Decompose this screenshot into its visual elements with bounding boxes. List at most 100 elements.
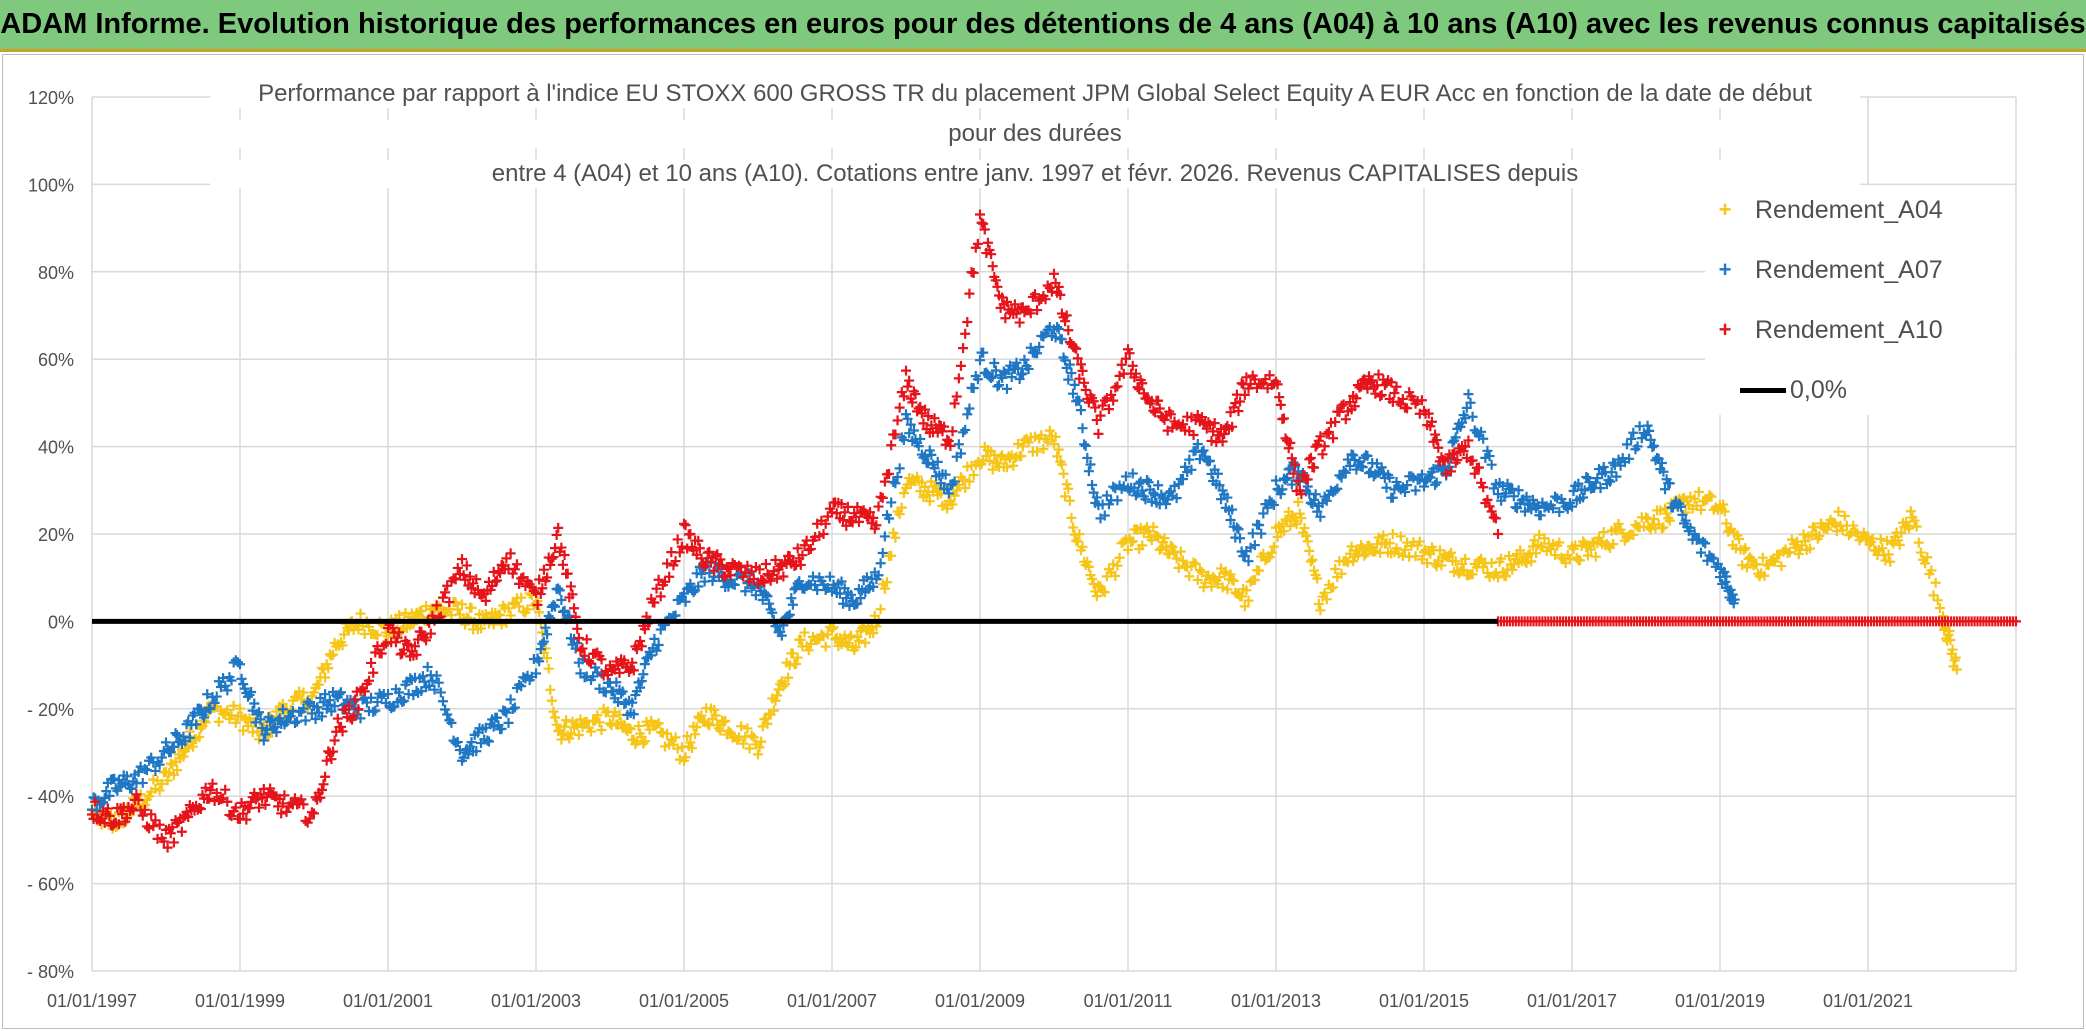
point-rendement-a07 [316,711,327,722]
point-rendement-a10 [890,429,901,440]
point-rendement-a07 [1712,558,1723,569]
point-rendement-a07 [1282,472,1293,483]
point-rendement-a10 [366,657,377,668]
point-rendement-a07 [195,704,206,715]
point-rendement-a10 [458,570,469,581]
point-rendement-a07 [531,668,541,679]
point-rendement-a07 [680,596,691,607]
point-rendement-a10 [471,574,482,585]
point-rendement-a10 [1060,316,1071,327]
point-rendement-a07 [258,735,269,746]
point-rendement-a07 [184,732,195,743]
point-rendement-a04 [639,736,650,747]
point-rendement-a04 [1922,552,1933,563]
point-rendement-a10 [1108,395,1119,406]
point-rendement-a10 [1290,459,1301,470]
point-rendement-a07 [1235,533,1246,544]
point-rendement-a07 [1204,455,1215,466]
point-rendement-a04 [1171,553,1182,564]
point-rendement-a10 [680,520,691,531]
point-rendement-a04 [1151,530,1162,541]
point-rendement-a07 [1425,472,1436,483]
point-rendement-a07 [915,433,926,444]
point-rendement-a10 [682,543,693,554]
point-rendement-a04 [1088,578,1099,589]
point-rendement-a07 [1719,566,1730,577]
point-rendement-a07 [786,593,797,604]
x-tick-label: 01/01/2003 [491,991,581,1011]
point-rendement-a10 [1317,449,1328,460]
point-rendement-a07 [1052,322,1063,333]
point-rendement-a07 [368,706,379,717]
point-rendement-a10 [254,802,265,813]
point-rendement-a10 [205,785,216,796]
point-rendement-a07 [572,638,583,649]
point-rendement-a10 [958,343,969,354]
point-rendement-a07 [1053,324,1064,335]
point-rendement-a04 [1017,441,1028,452]
point-rendement-a07 [442,709,453,720]
point-rendement-a04 [1706,491,1717,502]
point-rendement-a07 [994,380,1005,391]
point-rendement-a04 [1721,518,1732,529]
point-rendement-a04 [395,626,406,637]
point-rendement-a04 [1309,565,1320,576]
point-rendement-a10 [1302,474,1313,485]
point-rendement-a04 [1550,550,1561,561]
point-rendement-a10 [1217,436,1228,447]
point-rendement-a04 [1064,495,1075,506]
point-rendement-a04 [1262,553,1273,564]
point-rendement-a04 [1738,544,1749,555]
point-rendement-a07 [99,793,110,804]
point-rendement-a04 [1521,557,1532,568]
point-rendement-a10 [1046,286,1057,297]
point-rendement-a07 [1177,474,1188,485]
point-rendement-a04 [888,527,899,538]
point-rendement-a04 [309,687,319,698]
point-rendement-a10 [332,713,343,724]
point-rendement-a10 [1386,377,1397,388]
point-rendement-a10 [1188,429,1199,440]
point-rendement-a04 [1915,547,1926,558]
point-rendement-a07 [109,773,120,784]
point-rendement-a04 [1598,527,1609,538]
point-rendement-a07 [1068,388,1079,399]
point-rendement-a04 [682,731,693,742]
point-rendement-a04 [778,681,789,692]
point-rendement-a04 [1904,523,1915,534]
point-rendement-a10 [733,560,744,571]
point-rendement-a04 [1763,560,1774,571]
point-rendement-a10 [532,599,543,610]
point-rendement-a07 [1256,528,1267,539]
point-rendement-a07 [1214,480,1225,491]
point-rendement-a10 [1365,377,1376,388]
point-rendement-a10 [704,546,715,557]
point-rendement-a07 [1192,439,1203,450]
point-rendement-a07 [104,790,115,801]
point-rendement-a07 [255,714,266,725]
point-rendement-a07 [277,704,288,715]
point-rendement-a07 [323,699,334,710]
point-rendement-a07 [556,594,567,605]
point-rendement-a07 [764,598,775,609]
point-rendement-a04 [1001,462,1012,473]
point-rendement-a10 [545,559,556,570]
point-rendement-a07 [868,581,879,592]
point-rendement-a07 [431,670,442,681]
legend-item-a07: + Rendement_A07 [1705,250,1943,290]
point-rendement-a07 [987,371,998,382]
point-rendement-a10 [772,573,783,584]
point-rendement-a07 [246,687,257,698]
point-rendement-a04 [1416,554,1427,565]
point-rendement-a07 [535,644,546,655]
point-rendement-a10 [320,771,331,782]
point-rendement-a07 [787,599,798,610]
point-rendement-a10 [768,566,779,577]
point-rendement-a10 [376,648,387,659]
point-rendement-a10 [176,826,187,837]
point-rendement-a10 [298,799,309,810]
point-rendement-a07 [855,593,866,604]
point-rendement-a04 [1590,551,1601,562]
point-rendement-a04 [1436,560,1447,571]
point-rendement-a10 [1367,375,1378,386]
